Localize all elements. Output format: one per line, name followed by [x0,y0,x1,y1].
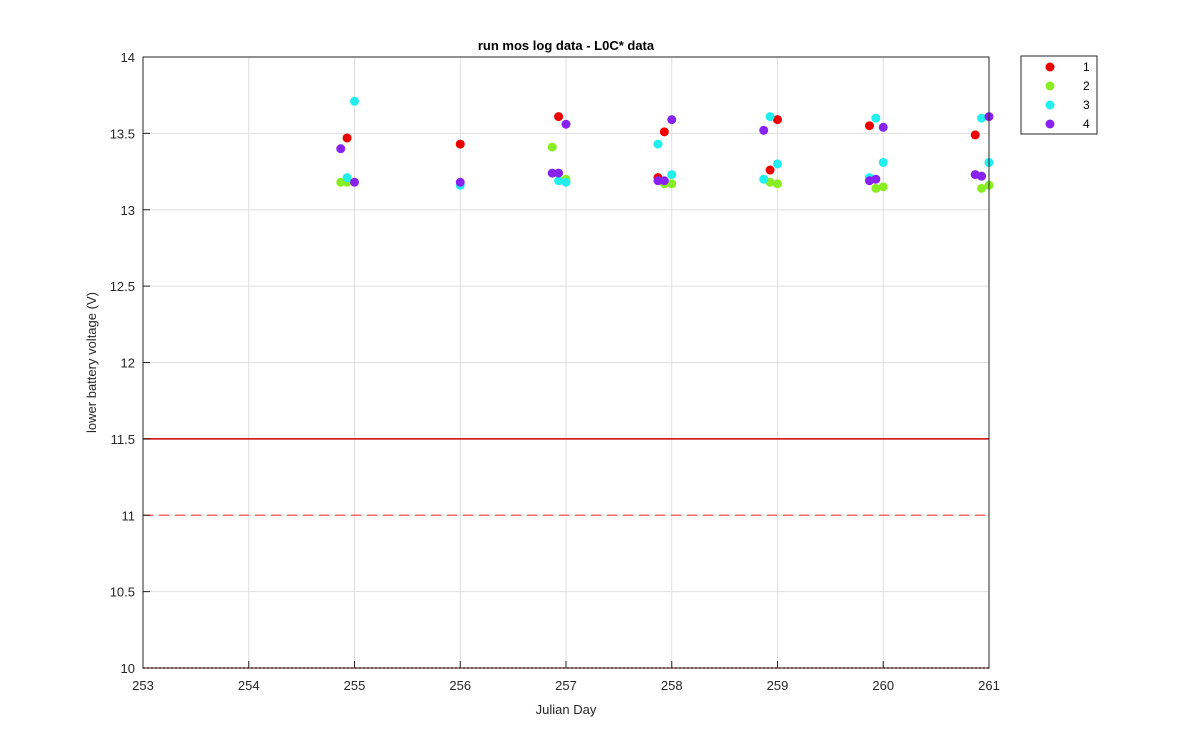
legend-marker [1045,81,1055,91]
data-point [977,171,987,181]
legend-item-4: 4 [1045,117,1090,131]
x-tick-label: 256 [449,678,471,693]
data-point [350,177,359,187]
y-tick-label: 12.5 [110,279,135,294]
data-point [871,174,881,184]
x-tick-label: 254 [238,678,260,693]
data-point [773,115,782,125]
legend-label: 2 [1083,79,1090,93]
axis-ticks: 253 254 255 256 257 258 259 260 261 10 10.5 11 11.5 1… [110,50,1000,693]
x-tick-label: 258 [661,678,683,693]
y-tick-label: 11.5 [111,432,135,447]
data-point [659,127,669,137]
data-point [336,177,346,187]
data-points [336,96,994,193]
legend-item-2: 2 [1045,79,1090,93]
x-tick-label: 255 [344,678,366,693]
data-point [653,176,663,186]
data-point [871,113,881,123]
data-point [336,144,346,154]
data-point [977,183,987,193]
data-point [878,122,888,132]
y-axis-label: lower battery voltage (V) [84,292,99,433]
data-point [667,179,677,189]
legend-marker [1045,100,1055,110]
y-tick-label: 14 [121,50,135,65]
data-point [865,121,875,131]
data-point [561,119,571,129]
data-point [773,179,782,189]
data-point [342,133,352,143]
data-point [554,112,564,122]
data-point [342,173,352,183]
data-point [554,168,564,178]
data-point [547,168,557,178]
data-point [878,157,888,167]
legend-label: 1 [1083,60,1090,74]
data-point [455,177,465,187]
data-point [970,130,980,140]
legend-marker [1045,62,1055,72]
y-tick-label: 13.5 [110,126,135,141]
data-point [871,183,881,193]
data-point [561,177,571,187]
y-tick-label: 10 [121,661,135,676]
data-point [554,176,564,186]
data-point [759,174,769,184]
series-1 [342,112,980,183]
legend-item-1: 1 [1045,60,1090,74]
y-tick-label: 10.5 [110,585,135,600]
x-tick-label: 261 [978,678,1000,693]
legend: 1 2 3 4 [1020,55,1098,135]
legend-label: 4 [1083,117,1090,131]
data-point [765,165,775,175]
data-point [350,96,359,106]
chart-title: run mos log data - L0C* data [478,38,655,53]
x-axis-label: Julian Day [536,702,597,717]
x-tick-label: 257 [555,678,577,693]
data-point [659,176,669,186]
x-tick-label: 253 [132,678,154,693]
series-2 [336,142,994,193]
y-tick-label: 12 [121,356,135,371]
data-point [667,170,677,180]
y-tick-label: 11 [122,508,136,523]
data-point [977,113,987,123]
legend-box [1020,55,1098,135]
data-point [653,139,663,149]
data-point [547,142,557,152]
series-4 [336,112,994,187]
legend-label: 3 [1083,98,1090,112]
data-point [765,112,775,122]
data-point [455,139,465,149]
data-point [667,115,677,125]
x-tick-label: 259 [767,678,789,693]
x-tick-label: 260 [872,678,894,693]
legend-item-3: 3 [1045,98,1090,112]
y-tick-label: 13 [121,203,135,218]
plot-area: 253 254 255 256 257 258 259 260 261 10 10.5 11 11.5 1… [110,50,1000,693]
data-point [773,159,782,169]
legend-marker [1045,119,1055,129]
data-point [759,125,769,135]
data-point [878,182,888,192]
